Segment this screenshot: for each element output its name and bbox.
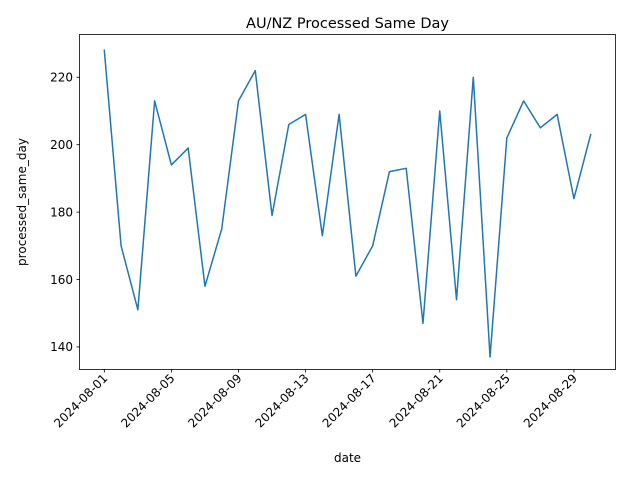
y-axis-title: processed_same_day (15, 138, 29, 266)
y-tick-label: 220 (50, 71, 73, 85)
series-line (103, 49, 592, 358)
plot-area (103, 49, 592, 358)
y-tick-label: 140 (50, 340, 73, 354)
y-axis-ticks: 140 160 180 200 220 (50, 71, 80, 354)
y-tick-label: 180 (50, 205, 73, 219)
chart-title: AU/NZ Processed Same Day (246, 16, 449, 32)
x-axis-title: date (334, 451, 361, 465)
y-tick-label: 160 (50, 273, 73, 287)
y-tick-label: 200 (50, 138, 73, 152)
plot-frame (79, 34, 616, 370)
